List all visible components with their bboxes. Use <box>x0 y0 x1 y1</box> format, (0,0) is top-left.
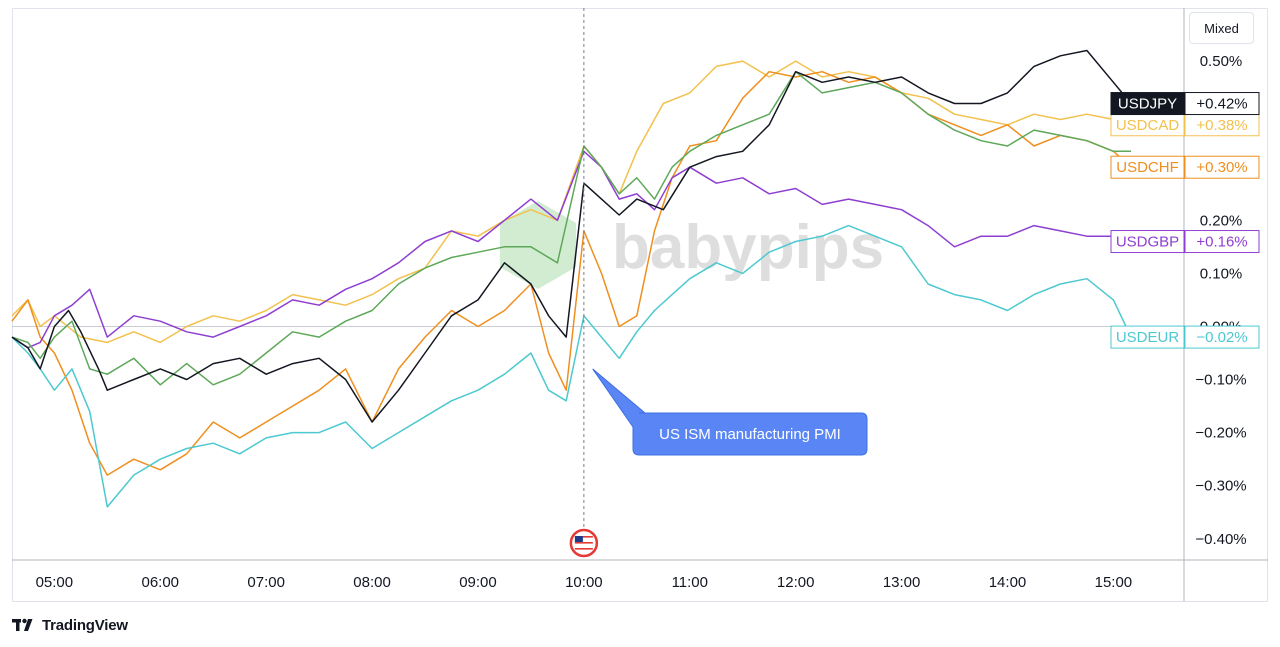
us-flag-icon[interactable] <box>569 528 599 558</box>
price-tick-label: 0.50% <box>1200 53 1243 70</box>
series-line-unlabeled <box>11 70 1131 386</box>
time-tick-label: 08:00 <box>353 574 391 591</box>
time-tick-label: 05:00 <box>36 574 74 591</box>
series-name-label: USDGBP <box>1116 234 1179 251</box>
time-tick-label: 07:00 <box>247 574 285 591</box>
series-value-label: +0.30% <box>1196 159 1247 176</box>
series-name-label: USDEUR <box>1116 329 1180 346</box>
series-layer <box>11 49 1132 508</box>
watermark-text: babypips <box>612 213 884 282</box>
series-value-label: +0.16% <box>1196 234 1247 251</box>
series-line-usdjpy <box>11 49 1132 423</box>
axes-layer: 05:00 06:00 07:00 08:00 09:00 10:00 11:00 12:00… <box>12 8 1268 601</box>
price-tick-label: −0.10% <box>1195 372 1246 389</box>
series-name-label: USDJPY <box>1118 96 1177 113</box>
time-tick-label: 10:00 <box>565 574 603 591</box>
series-name-label-bg <box>1110 155 1185 179</box>
time-tick-label: 09:00 <box>459 574 497 591</box>
time-tick-label: 06:00 <box>141 574 179 591</box>
time-tick-label: 13:00 <box>883 574 921 591</box>
series-name-label: USDCAD <box>1116 117 1180 134</box>
last-value-labels: USDCAD +0.38% USDCHF +0.30% USDGBP +0.16% USDE… <box>1110 92 1260 349</box>
series-name-label-bg <box>1110 92 1185 116</box>
price-tick-label: 0.10% <box>1200 265 1243 282</box>
tradingview-logo-icon <box>12 618 33 631</box>
series-value-label: +0.38% <box>1196 117 1247 134</box>
price-tick-label: −0.40% <box>1195 531 1246 548</box>
tradingview-brand[interactable]: TradingView <box>12 614 128 636</box>
price-tick-label: −0.20% <box>1195 425 1246 442</box>
series-line-usdcad <box>11 60 1132 344</box>
series-name-label-bg <box>1110 230 1185 254</box>
annotation-callout[interactable] <box>592 368 868 456</box>
series-line-usdeur <box>11 224 1132 508</box>
series-value-label: −0.02% <box>1196 329 1247 346</box>
series-value-label-bg <box>1184 155 1260 179</box>
series-value-label-bg <box>1184 230 1260 254</box>
series-value-label-bg <box>1184 325 1260 349</box>
time-tick-label: 11:00 <box>672 574 708 591</box>
watermark: babypips <box>499 201 884 289</box>
price-tick-label: −0.30% <box>1195 478 1246 495</box>
time-tick-label: 15:00 <box>1095 574 1133 591</box>
series-value-label-bg <box>1184 92 1260 116</box>
annotation-layer: US ISM manufacturing PMI <box>569 8 868 558</box>
brand-name: TradingView <box>42 616 128 634</box>
time-tick-label: 14:00 <box>989 574 1027 591</box>
series-line-usdgbp <box>11 150 1132 349</box>
series-value-label: +0.42% <box>1196 96 1247 113</box>
watermark-hexagon-icon <box>499 201 577 289</box>
series-line-usdchf <box>11 70 1132 476</box>
annotation-text: US ISM manufacturing PMI <box>659 426 841 443</box>
series-name-label: USDCHF <box>1116 159 1179 176</box>
time-tick-label: 12:00 <box>777 574 815 591</box>
chart-frame <box>12 8 1268 602</box>
price-tick-label: 0.20% <box>1200 212 1243 229</box>
series-name-label-bg <box>1110 325 1185 349</box>
scale-mode-button[interactable]: Mixed <box>1189 12 1254 44</box>
